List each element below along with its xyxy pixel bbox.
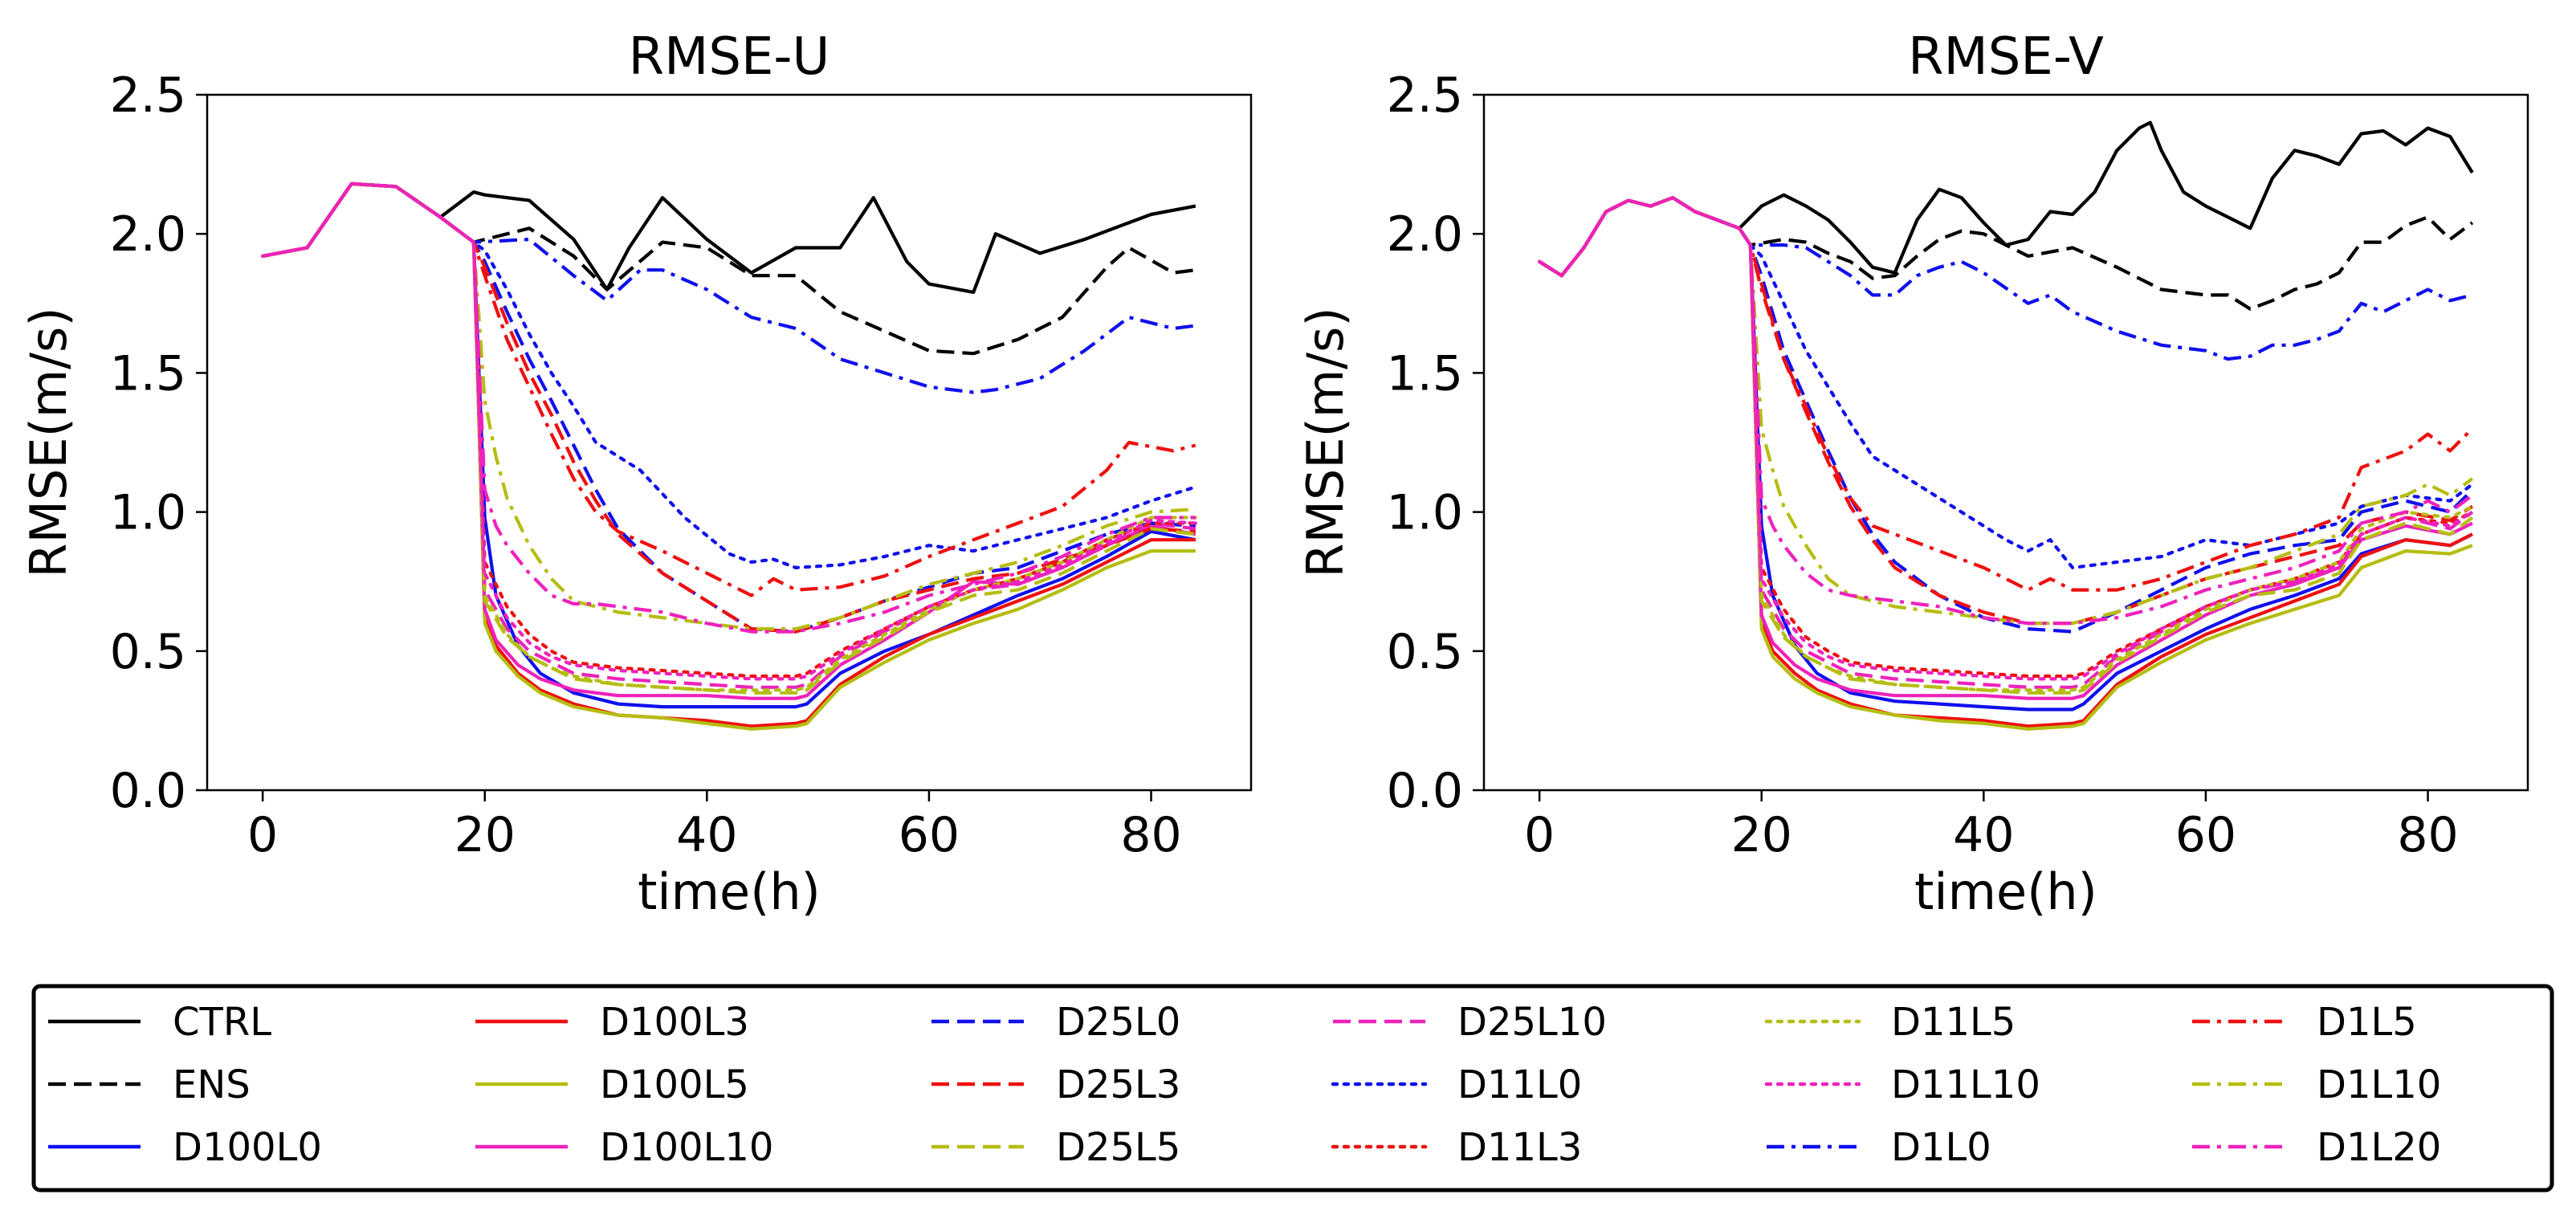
legend-box [31, 984, 2554, 1193]
legend-label-d1l20: D1L20 [2317, 1125, 2441, 1170]
series-line-d1l10 [262, 181, 1196, 631]
legend-item-d100l3: D100L3 [475, 1000, 749, 1045]
x-axis-label: time(h) [1914, 862, 2097, 921]
x-tick-label: 60 [2175, 807, 2236, 863]
y-tick-label: 0.0 [110, 763, 186, 819]
legend-item-d11l3: D11L3 [1331, 1125, 1582, 1170]
legend-item-d11l10: D11L10 [1764, 1062, 2040, 1107]
y-tick-label: 1.0 [1387, 485, 1463, 541]
legend-item-d25l10: D25L10 [1333, 1000, 1607, 1045]
x-tick-label: 80 [2397, 807, 2458, 863]
y-tick-label: 2.5 [110, 67, 186, 124]
y-tick-label: 0.5 [1387, 624, 1463, 680]
legend-label-d11l10: D11L10 [1891, 1062, 2040, 1107]
legend-item-d1l20: D1L20 [2192, 1125, 2441, 1170]
legend-item-d100l10: D100L10 [475, 1125, 773, 1170]
legend-item-d1l0: D1L0 [1767, 1125, 1991, 1170]
legend-item-d11l0: D11L0 [1331, 1062, 1582, 1107]
legend-label-d25l0: D25L0 [1056, 1000, 1180, 1045]
chart-rmse-u: 0 20 40 60 80 0.0 0.5 1.0 1.5 2.0 2.5 RMSE-U time(h)… [19, 27, 1253, 921]
series-line-d1l20 [262, 181, 1196, 634]
legend-label-d100l10: D100L10 [600, 1125, 773, 1170]
chart-rmse-v: 0 20 40 60 80 0.0 0.5 1.0 1.5 2.0 2.5 RMSE-V time(h)… [1296, 27, 2529, 921]
legend-label-d100l3: D100L3 [600, 1000, 749, 1045]
x-tick-label: 40 [676, 807, 737, 863]
series-line-d25l10 [262, 181, 1196, 689]
series-group [1537, 120, 2474, 731]
legend-label-d1l0: D1L0 [1891, 1125, 1991, 1170]
series-line-d100l10 [262, 181, 1196, 700]
legend-item-d11l5: D11L5 [1764, 1000, 2016, 1045]
y-tick-label: 1.0 [110, 485, 186, 541]
series-line-d1l0 [262, 181, 1196, 394]
series-line-d25l3 [1538, 196, 2474, 626]
plot-frame [1482, 93, 2529, 792]
y-tick-label: 1.5 [1387, 345, 1463, 402]
legend-label-d100l5: D100L5 [600, 1062, 749, 1107]
series-line-ens [1538, 196, 2474, 311]
y-tick-label: 0.5 [110, 624, 186, 680]
legend-item-d25l3: D25L3 [931, 1062, 1180, 1107]
series-line-ctrl [262, 181, 1196, 294]
series-line-d11l3 [1537, 196, 2474, 679]
y-tick-label: 2.0 [110, 206, 186, 263]
legend-item-ctrl: CTRL [48, 1000, 271, 1045]
legend-label-d1l5: D1L5 [2317, 1000, 2417, 1045]
legend-label-d25l10: D25L10 [1457, 1000, 1607, 1045]
x-tick-label: 80 [1120, 807, 1181, 863]
legend-label-ctrl: CTRL [173, 1000, 271, 1045]
series-line-d25l10 [1538, 196, 2474, 689]
legend-label-d100l0: D100L0 [173, 1125, 322, 1170]
legend-item-d25l0: D25L0 [931, 1000, 1180, 1045]
x-tick-label: 0 [247, 807, 278, 863]
legend-item-d100l0: D100L0 [48, 1125, 322, 1170]
x-axis-label: time(h) [638, 862, 821, 921]
series-line-ctrl [1538, 120, 2474, 278]
plot-frame [206, 93, 1253, 792]
legend: CTRL ENS D100L0 D100L3 D100L5 D100L10 D25L0 D25… [31, 984, 2554, 1193]
x-tick-label: 20 [454, 807, 516, 863]
legend-label-d25l3: D25L3 [1056, 1062, 1180, 1107]
series-group [261, 181, 1198, 731]
y-tick-label: 2.5 [1387, 67, 1463, 124]
legend-item-d25l5: D25L5 [931, 1125, 1180, 1170]
legend-item-d1l10: D1L10 [2192, 1062, 2441, 1107]
legend-label-d1l10: D1L10 [2317, 1062, 2441, 1107]
legend-label-d25l5: D25L5 [1056, 1125, 1180, 1170]
series-line-d1l5 [262, 181, 1196, 597]
series-line-d1l5 [1538, 196, 2474, 592]
legend-label-d11l0: D11L0 [1457, 1062, 1582, 1107]
y-tick-label: 0.0 [1387, 763, 1463, 819]
series-line-d1l20 [1538, 196, 2474, 626]
y-axis-label: RMSE(m/s) [19, 307, 78, 577]
chart-title: RMSE-V [1908, 27, 2104, 87]
x-tick-label: 20 [1731, 807, 1792, 863]
x-tick-label: 60 [899, 807, 960, 863]
legend-label-d11l5: D11L5 [1891, 1000, 2016, 1045]
series-line-d100l3 [262, 181, 1196, 728]
chart-title: RMSE-U [629, 27, 830, 87]
x-tick-label: 0 [1524, 807, 1555, 863]
legend-item-ens: ENS [48, 1062, 251, 1107]
series-line-d25l3 [262, 181, 1196, 634]
legend-label-d11l3: D11L3 [1457, 1125, 1582, 1170]
series-line-d100l5 [262, 181, 1196, 731]
series-line-ens [262, 181, 1196, 356]
series-line-d11l0 [1537, 196, 2474, 570]
series-line-d1l0 [1538, 196, 2473, 361]
series-line-d1l10 [1538, 196, 2474, 626]
y-axis-label: RMSE(m/s) [1296, 307, 1355, 577]
series-line-d11l10 [1537, 196, 2474, 681]
y-tick-label: 1.5 [110, 345, 186, 402]
x-tick-label: 40 [1953, 807, 2014, 863]
legend-label-ens: ENS [173, 1062, 251, 1107]
legend-item-d1l5: D1L5 [2192, 1000, 2417, 1045]
y-tick-label: 2.0 [1387, 206, 1463, 263]
legend-item-d100l5: D100L5 [475, 1062, 749, 1107]
